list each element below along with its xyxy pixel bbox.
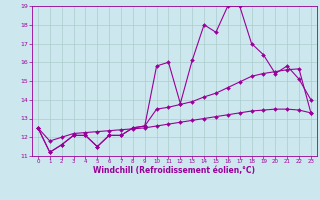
X-axis label: Windchill (Refroidissement éolien,°C): Windchill (Refroidissement éolien,°C) (93, 166, 255, 175)
